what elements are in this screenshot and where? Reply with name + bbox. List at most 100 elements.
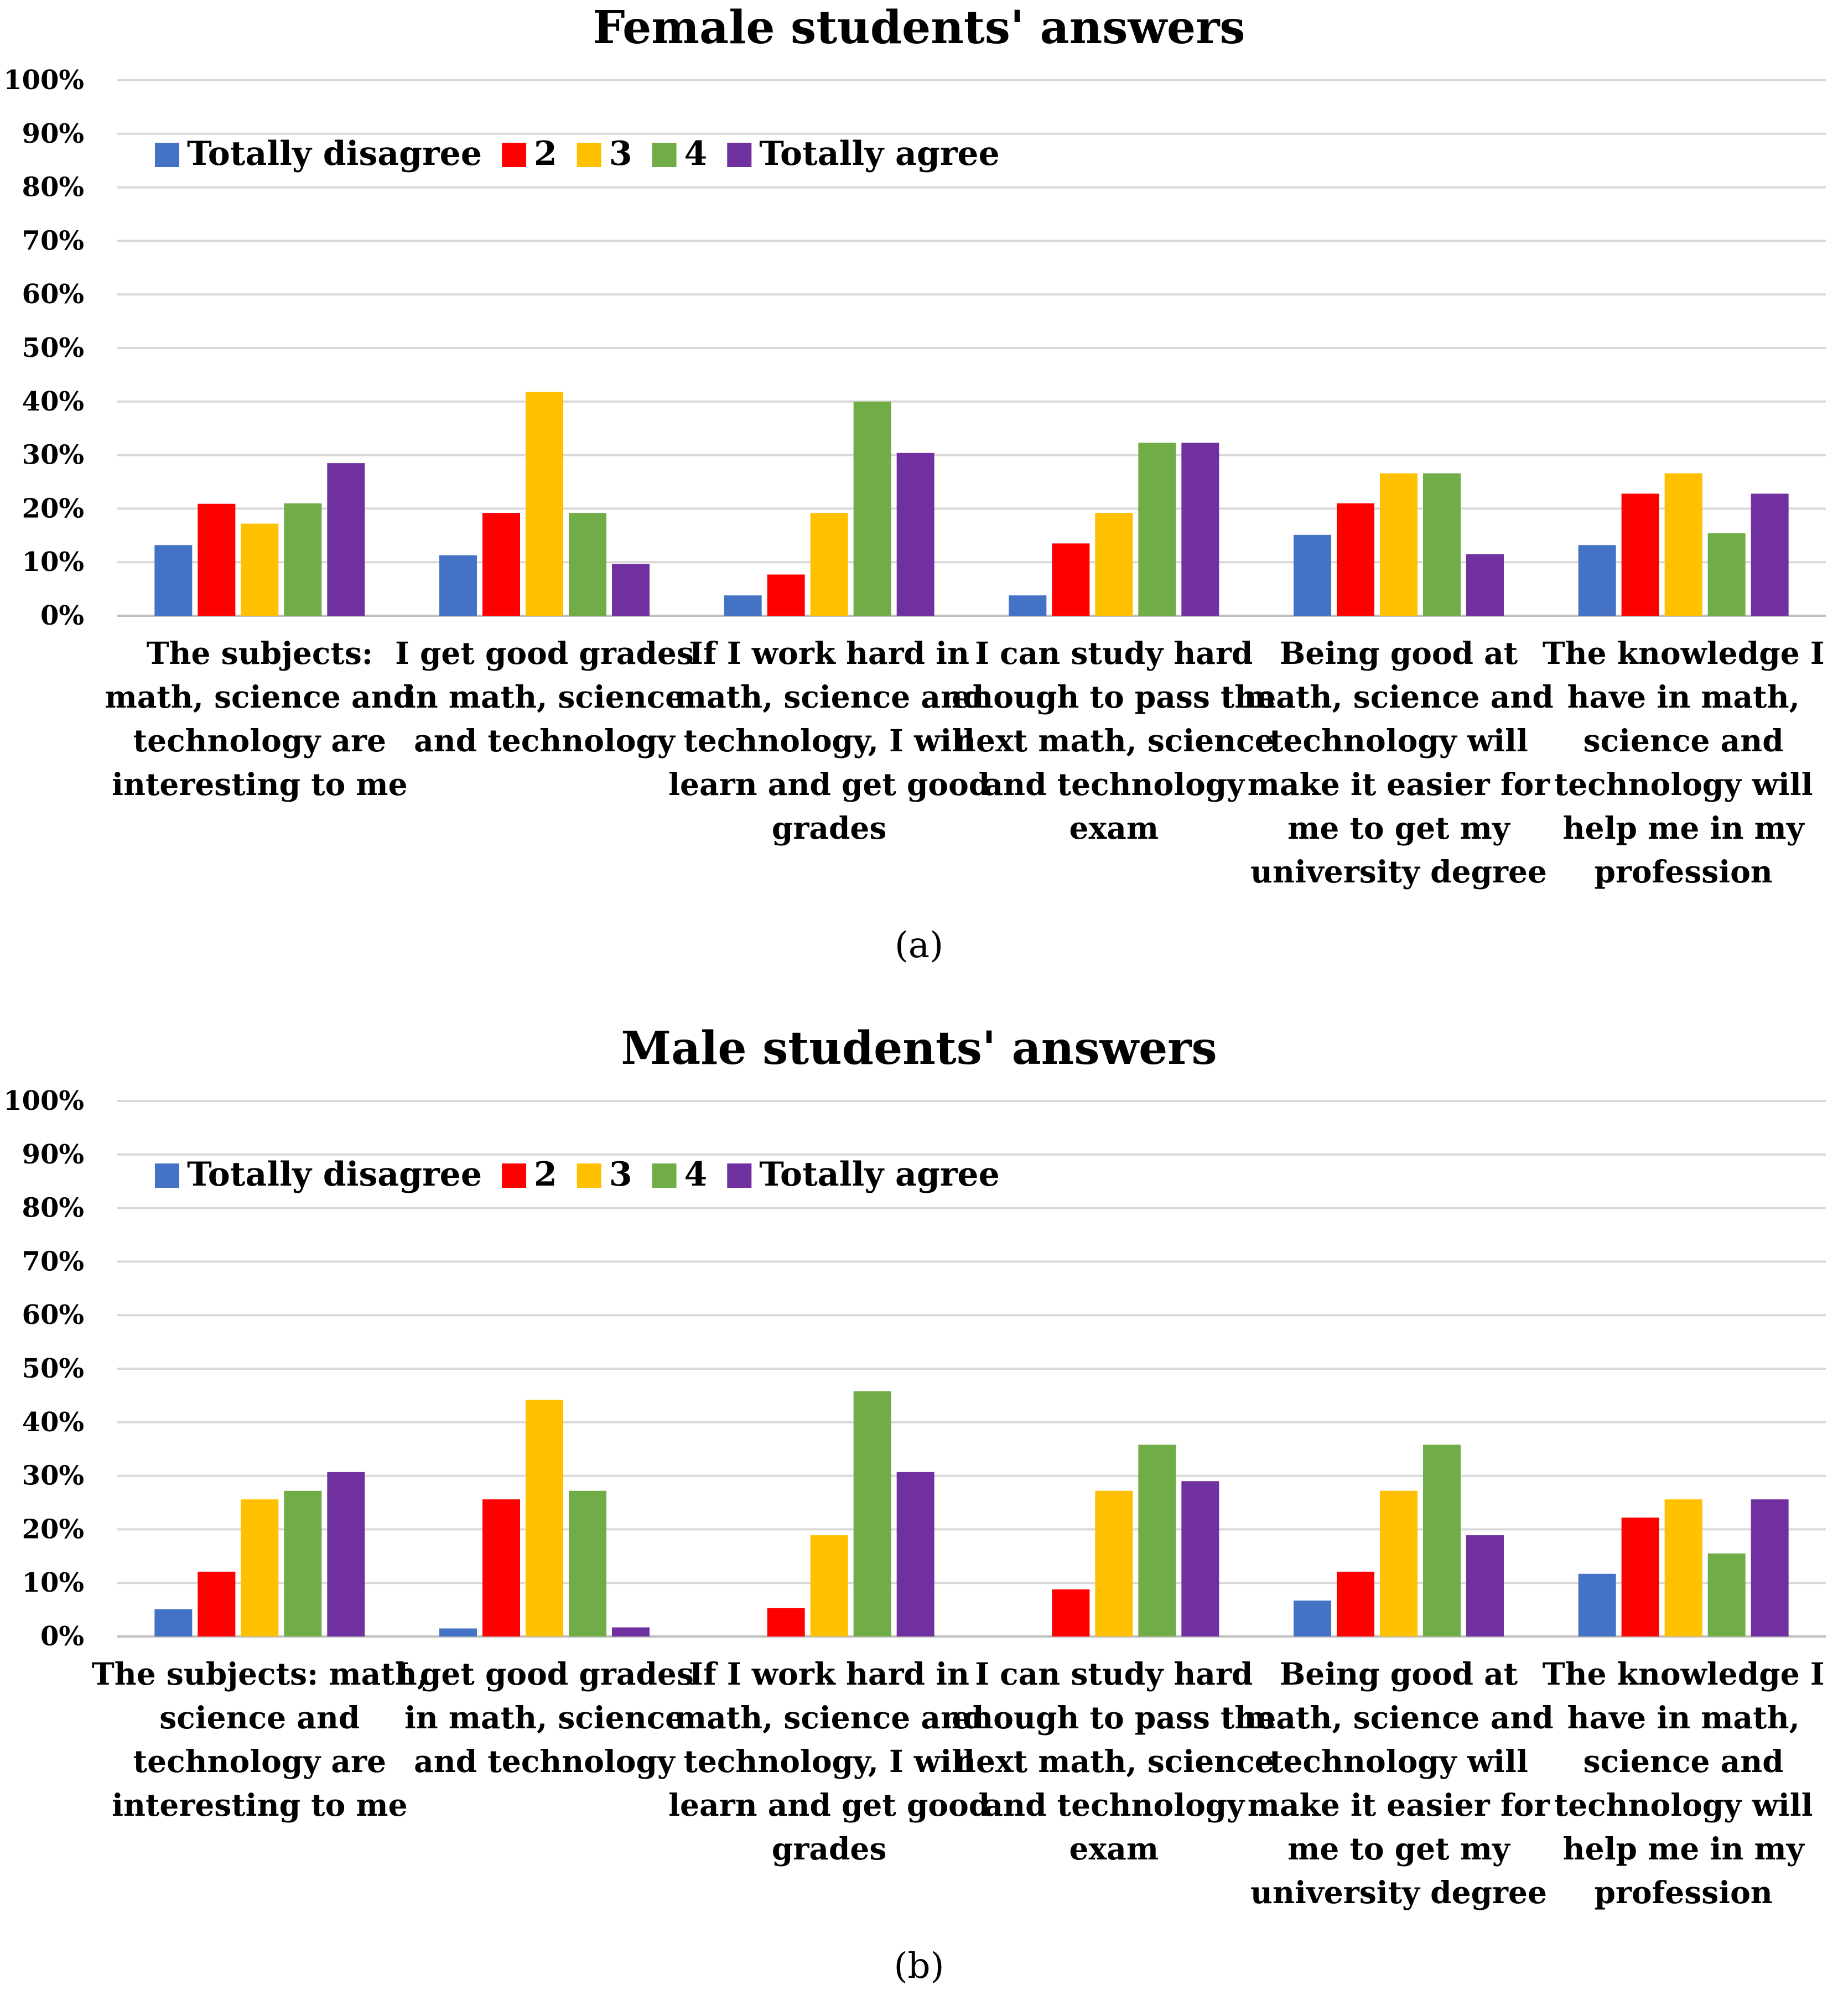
chart-male: Male students' answers 0% 10% 20% 30% 40% 50% 6… [3, 1022, 1826, 1987]
legend-label: 2 [534, 134, 557, 173]
bar [1466, 554, 1504, 616]
bar [1751, 1499, 1789, 1636]
x-category-label: The knowledge I [1543, 1656, 1825, 1692]
bar [241, 523, 279, 616]
bar [198, 503, 236, 616]
bar [1138, 1445, 1176, 1636]
legend-swatch [652, 1163, 677, 1188]
x-category-label: help me in my [1563, 810, 1805, 846]
legend-swatch [652, 143, 677, 167]
bar [1621, 1518, 1659, 1636]
x-category-label: exam [1069, 1831, 1159, 1867]
legend-swatch [727, 1163, 752, 1188]
y-tick-label: 0% [40, 1621, 84, 1652]
y-tick-label: 90% [22, 1139, 84, 1170]
x-category-label: interesting to me [112, 1787, 408, 1823]
y-tick-label: 80% [22, 172, 84, 203]
x-category-label: technology will [1269, 1743, 1528, 1779]
x-category-label: help me in my [1563, 1831, 1805, 1867]
x-category-label: exam [1069, 810, 1159, 846]
y-tick-label: 0% [40, 600, 84, 631]
y-tick-label: 50% [22, 332, 84, 363]
legend-label: 3 [609, 134, 632, 173]
bar [569, 513, 606, 616]
bar [1337, 1571, 1374, 1636]
x-category-label: make it easier for [1248, 1787, 1550, 1823]
bar [853, 1391, 891, 1636]
x-category-label: If I work hard in [689, 635, 969, 671]
bar [439, 1628, 477, 1636]
bar [198, 1571, 236, 1636]
y-tick-label: 30% [22, 1461, 84, 1492]
bar [569, 1490, 606, 1636]
x-category-label: technology will [1269, 723, 1528, 758]
legend-label: Totally disagree [187, 1155, 482, 1194]
x-category-label: profession [1595, 854, 1773, 890]
legend-swatch [155, 1163, 179, 1188]
bar [1009, 595, 1047, 616]
x-category-label: and technology [414, 1743, 676, 1779]
legend: Totally disagree 2 3 4 Totally agree [155, 134, 1000, 173]
bar [1095, 513, 1133, 616]
bar [154, 1609, 193, 1636]
bar [1380, 1490, 1418, 1636]
chart-title: Male students' answers [621, 1022, 1217, 1075]
x-category-label: science and [159, 1700, 360, 1736]
bar [327, 463, 365, 616]
legend-label: 3 [609, 1155, 632, 1194]
x-category-label: university degree [1250, 1874, 1547, 1910]
legend-swatch [502, 143, 527, 167]
x-category-label: If I work hard in [689, 1656, 969, 1692]
bar [526, 392, 563, 616]
bar [724, 595, 762, 616]
bar [853, 401, 891, 616]
bar [1294, 534, 1331, 616]
bar [1294, 1601, 1331, 1636]
y-tick-label: 50% [22, 1353, 84, 1384]
y-tick-label: 60% [22, 279, 84, 310]
bar [526, 1400, 563, 1636]
y-tick-label: 40% [22, 386, 84, 417]
x-category-label: Being good at [1280, 635, 1518, 671]
x-category-label: math, science and [674, 1700, 984, 1736]
x-category-label: make it easier for [1248, 766, 1550, 802]
bar [1052, 543, 1090, 616]
bar [896, 1472, 934, 1636]
x-category-label: technology will [1554, 1787, 1813, 1823]
x-category-label: grades [772, 1831, 887, 1867]
chart-female: Female students' answers 0% 10% 20% 30% 40% 50… [3, 1, 1826, 966]
bar [767, 574, 805, 616]
chart-panel-b: Male students' answers 0% 10% 20% 30% 40% 50% 6… [0, 1021, 1838, 2016]
x-category-label: interesting to me [112, 766, 408, 802]
bar [1052, 1589, 1090, 1636]
x-category-label: me to get my [1287, 1831, 1511, 1867]
bar [1751, 493, 1789, 616]
bar [612, 1627, 650, 1636]
x-category-label: technology will [1554, 766, 1813, 802]
x-category-label: math, science and [105, 679, 415, 715]
x-category-label: I can study hard [975, 1656, 1253, 1692]
bar [1138, 443, 1176, 616]
x-category-label: in math, science [404, 679, 684, 715]
x-category-label: science and [1583, 723, 1784, 758]
legend-swatch [727, 143, 752, 167]
bar [284, 1490, 322, 1636]
x-category-label: I get good grades [395, 635, 694, 671]
legend-swatch [577, 143, 601, 167]
x-category-label: university degree [1250, 854, 1547, 890]
bar [1578, 1573, 1616, 1636]
bar [810, 513, 848, 616]
x-category-label: math, science and [1244, 1700, 1554, 1736]
x-category-label: have in math, [1567, 1700, 1800, 1736]
panel-label: (b) [894, 1946, 944, 1987]
x-category-label: The knowledge I [1543, 635, 1825, 671]
bar [1664, 1499, 1702, 1636]
bar [154, 545, 193, 616]
y-tick-label: 100% [3, 1085, 84, 1116]
y-tick-label: 60% [22, 1300, 84, 1331]
bar [1707, 533, 1746, 616]
bar [1707, 1553, 1746, 1636]
x-category-label: math, science and [1244, 679, 1554, 715]
legend: Totally disagree 2 3 4 Totally agree [155, 1155, 1000, 1194]
y-tick-label: 10% [22, 547, 84, 578]
